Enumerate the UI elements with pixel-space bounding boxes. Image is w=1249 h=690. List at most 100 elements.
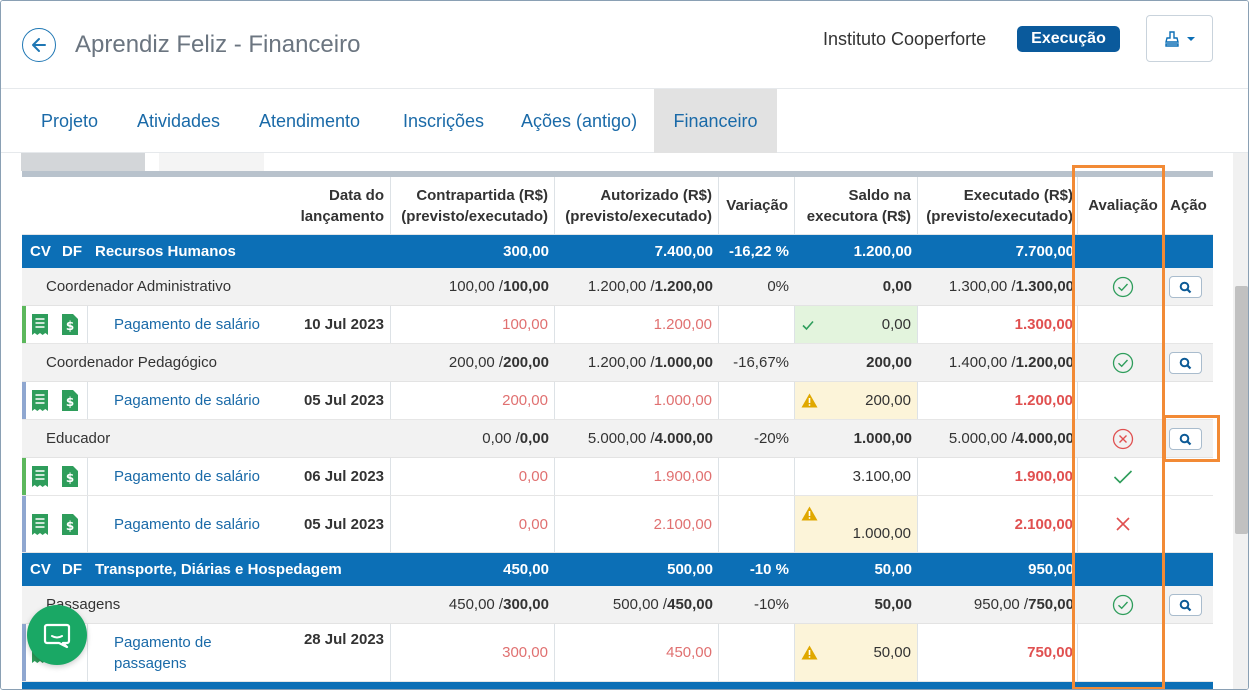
tab-bar: Projeto Atividades Atendimento Inscriçõe… xyxy=(1,89,1248,153)
cv-label[interactable]: CV xyxy=(30,561,51,578)
df-label[interactable]: DF xyxy=(62,243,82,260)
entry-description[interactable]: Pagamento de salário xyxy=(114,392,260,409)
entry-date: 05 Jul 2023 xyxy=(278,496,391,552)
cv-label[interactable]: CV xyxy=(30,243,51,260)
item-name: Educador xyxy=(46,430,111,447)
evaluation-column-highlight xyxy=(1072,165,1165,689)
header-evaluation: Avaliação xyxy=(1088,197,1158,214)
warning-icon xyxy=(801,393,818,408)
item-counterpart: 200,00 / 200,00 xyxy=(448,354,549,371)
table-row: Educador 0,00 / 0,00 5.000,00 / 4.000,00… xyxy=(22,420,1213,458)
group-row: CV DF Recursos Humanos 300,00 7.400,00 -… xyxy=(22,235,1213,268)
entry-description[interactable]: Pagamento de passagens xyxy=(114,633,212,672)
sub-tab[interactable] xyxy=(21,153,145,171)
svg-text:$: $ xyxy=(66,519,74,533)
header-date: Data do lançamento xyxy=(88,177,391,234)
item-executed: 1.300,00 / 1.300,00 xyxy=(948,278,1074,295)
group-balance: 50,00 xyxy=(874,561,912,578)
entry-balance: 0,00 xyxy=(795,306,918,343)
page-header: Aprendiz Feliz - Financeiro Instituto Co… xyxy=(1,1,1248,89)
item-authorized: 5.000,00 / 4.000,00 xyxy=(587,430,713,447)
tab-financeiro[interactable]: Financeiro xyxy=(654,89,777,153)
entry-date: 10 Jul 2023 xyxy=(278,306,391,343)
organization-name: Instituto Cooperforte xyxy=(823,29,987,49)
group-authorized: 7.400,00 xyxy=(654,243,713,260)
search-button[interactable] xyxy=(1169,428,1202,450)
chevron-down-icon xyxy=(1187,36,1195,41)
entry-description[interactable]: Pagamento de salário xyxy=(114,515,260,533)
group-row xyxy=(22,682,1213,689)
stamp-icon xyxy=(1165,30,1179,47)
group-counterpart: 450,00 xyxy=(503,561,549,578)
table-row: Passagens 450,00 / 300,00 500,00 / 450,0… xyxy=(22,586,1213,624)
tab-atividades[interactable]: Atividades xyxy=(137,110,221,131)
tab-acoes-antigo[interactable]: Ações (antigo) xyxy=(521,110,638,131)
page-title: Aprendiz Feliz - Financeiro xyxy=(75,31,361,58)
item-counterpart: 0,00 / 0,00 xyxy=(482,430,549,447)
status-badge: Execução xyxy=(1017,26,1120,52)
receipt-icon[interactable] xyxy=(32,314,48,335)
receipt-icon[interactable] xyxy=(32,466,48,487)
entry-date: 05 Jul 2023 xyxy=(278,382,391,419)
search-button[interactable] xyxy=(1169,352,1202,374)
tab-inscricoes[interactable]: Inscrições xyxy=(403,110,485,131)
svg-text:$: $ xyxy=(66,471,74,485)
dollar-document-icon[interactable]: $ xyxy=(62,466,78,487)
header-executed: Executado (R$) (previsto/executado) xyxy=(918,177,1078,234)
warning-icon xyxy=(801,506,818,521)
item-name: Coordenador Administrativo xyxy=(46,278,232,295)
sub-tab[interactable] xyxy=(159,153,264,171)
list-item: Pagamento de passagens 28 Jul 2023 300,0… xyxy=(22,624,1213,682)
group-row: CV DF Transporte, Diárias e Hospedagem 4… xyxy=(22,553,1213,586)
df-label[interactable]: DF xyxy=(62,561,82,578)
check-circle-icon xyxy=(1112,276,1134,297)
check-circle-icon xyxy=(1112,352,1134,373)
item-authorized: 1.200,00 / 1.000,00 xyxy=(587,354,713,371)
item-executed: 5.000,00 / 4.000,00 xyxy=(948,430,1074,447)
group-executed: 950,00 xyxy=(1028,561,1074,578)
search-button[interactable] xyxy=(1169,276,1202,298)
tab-atendimento[interactable]: Atendimento xyxy=(259,110,361,131)
entry-executed: 2.100,00 xyxy=(918,496,1078,552)
scrollbar-thumb[interactable] xyxy=(1235,286,1248,534)
back-button[interactable] xyxy=(22,28,56,62)
receipt-icon[interactable] xyxy=(32,513,48,535)
entry-description[interactable]: Pagamento de salário xyxy=(114,468,260,485)
svg-text:$: $ xyxy=(66,395,74,409)
entry-executed: 1.300,00 xyxy=(918,306,1078,343)
item-balance: 50,00 xyxy=(874,596,912,613)
item-balance: 0,00 xyxy=(882,278,912,295)
entry-balance: 200,00 xyxy=(795,382,918,419)
entry-executed: 1.900,00 xyxy=(918,458,1078,495)
dollar-document-icon[interactable]: $ xyxy=(62,513,78,535)
entry-counterpart: 0,00 xyxy=(391,458,555,495)
entry-date: 06 Jul 2023 xyxy=(278,458,391,495)
search-icon xyxy=(1179,433,1192,445)
group-executed: 7.700,00 xyxy=(1015,243,1074,260)
item-executed: 950,00 / 750,00 xyxy=(973,596,1074,613)
back-arrow-icon xyxy=(32,38,46,52)
tab-projeto[interactable]: Projeto xyxy=(41,110,99,131)
item-authorized: 500,00 / 450,00 xyxy=(612,596,713,613)
stamp-dropdown-button[interactable] xyxy=(1146,15,1213,62)
dollar-document-icon[interactable]: $ xyxy=(62,390,78,411)
entry-counterpart: 100,00 xyxy=(391,306,555,343)
group-counterpart: 300,00 xyxy=(503,243,549,260)
receipt-icon[interactable] xyxy=(32,390,48,411)
chat-button[interactable] xyxy=(27,605,87,665)
entry-description[interactable]: Pagamento de salário xyxy=(114,316,260,333)
group-authorized: 500,00 xyxy=(667,561,713,578)
search-button-highlight xyxy=(1163,415,1220,462)
table-header: Data do lançamento Contrapartida (R$) (p… xyxy=(22,177,1213,235)
search-button[interactable] xyxy=(1169,594,1202,616)
group-variation: -16,22 % xyxy=(728,243,789,260)
entry-authorized: 2.100,00 xyxy=(555,496,719,552)
dollar-document-icon[interactable]: $ xyxy=(62,314,78,335)
entry-counterpart: 300,00 xyxy=(391,624,555,681)
item-variation: -16,67% xyxy=(733,354,789,371)
item-balance: 1.000,00 xyxy=(853,430,912,447)
item-variation: -20% xyxy=(753,430,789,447)
check-icon xyxy=(802,320,814,330)
entry-executed: 750,00 xyxy=(918,624,1078,681)
